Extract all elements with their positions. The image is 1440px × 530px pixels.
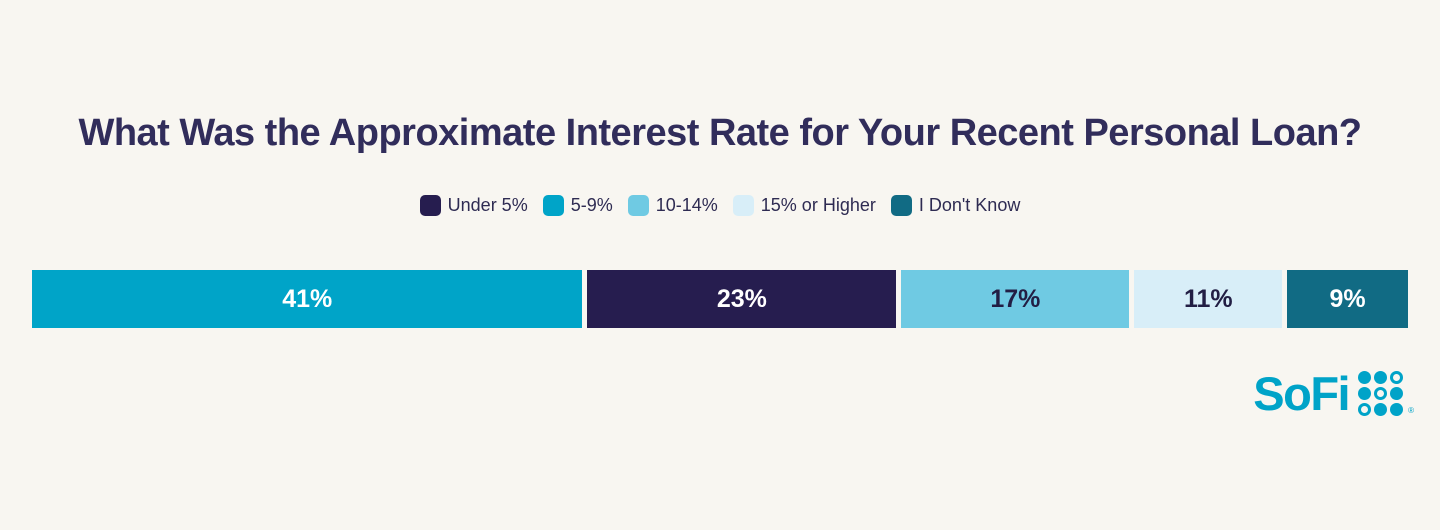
legend-item-15-or-higher: 15% or Higher bbox=[732, 195, 876, 216]
legend-label-5-9: 5-9% bbox=[570, 195, 613, 215]
legend-swatch-5-9 bbox=[542, 195, 564, 216]
legend-swatch-i-dont-know bbox=[890, 195, 912, 216]
sofi-wordmark: SoFi bbox=[1253, 367, 1350, 420]
legend-swatch-under-5 bbox=[419, 195, 441, 216]
bar-segment-5-9-value: 41% bbox=[282, 284, 333, 313]
sofi-dots-icon bbox=[1358, 371, 1404, 416]
bar-segment-15-or-higher: 11% bbox=[1134, 270, 1283, 328]
legend-item-5-9: 5-9% bbox=[542, 195, 613, 216]
chart-title: What Was the Approximate Interest Rate f… bbox=[78, 112, 1362, 154]
legend-item-under-5: Under 5% bbox=[419, 195, 528, 216]
logo-row: SoFi ® bbox=[0, 370, 1440, 417]
bar-segment-10-14: 17% bbox=[901, 270, 1130, 328]
bar-segment-15-or-higher-value: 11% bbox=[1183, 284, 1233, 313]
bar-segment-10-14-value: 17% bbox=[990, 284, 1041, 313]
bar-segment-under-5: 23% bbox=[587, 270, 897, 328]
bar-segment-i-dont-know-value: 9% bbox=[1329, 284, 1366, 313]
legend-item-10-14: 10-14% bbox=[627, 195, 718, 216]
legend: Under 5% 5-9% 10-14% 15% or Higher I Don… bbox=[0, 195, 1440, 216]
bar-segment-i-dont-know: 9% bbox=[1287, 270, 1408, 328]
legend-swatch-15-or-higher bbox=[732, 195, 754, 216]
stacked-bar: 41% 23% 17% 11% 9% bbox=[32, 270, 1408, 328]
bar-segment-under-5-value: 23% bbox=[716, 284, 767, 313]
legend-swatch-10-14 bbox=[627, 195, 649, 216]
sofi-logo: SoFi ® bbox=[1253, 370, 1414, 417]
bar-segment-5-9: 41% bbox=[32, 270, 583, 328]
legend-label-10-14: 10-14% bbox=[655, 195, 718, 215]
legend-item-i-dont-know: I Don't Know bbox=[890, 195, 1021, 216]
legend-label-under-5: Under 5% bbox=[447, 195, 528, 215]
legend-label-15-or-higher: 15% or Higher bbox=[760, 195, 876, 215]
page: { "page": { "background": "#F8F6F1" }, "… bbox=[0, 112, 1440, 530]
legend-label-i-dont-know: I Don't Know bbox=[918, 195, 1021, 215]
registered-trademark-icon: ® bbox=[1408, 406, 1414, 415]
